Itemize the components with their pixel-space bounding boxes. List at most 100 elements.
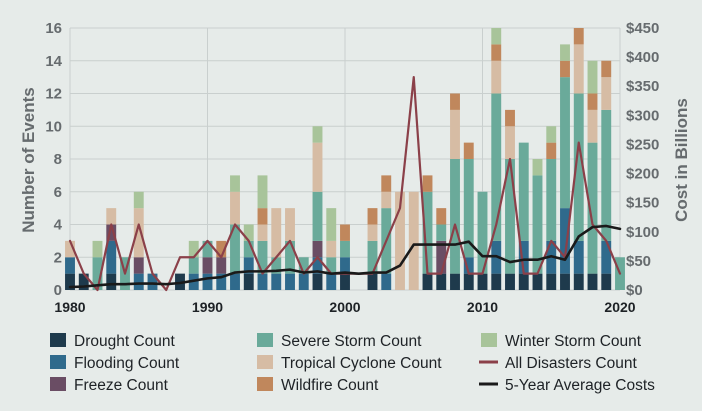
legend-label-drought-count: Drought Count: [74, 333, 176, 350]
bar-flooding-count: [518, 240, 529, 274]
bar-wildfire-count: [422, 175, 433, 192]
bar-winter-storm-count: [188, 240, 199, 258]
bar-severe-storm-count: [298, 257, 309, 274]
legend-label-5-year-average-costs: 5-Year Average Costs: [505, 377, 655, 394]
bar-severe-storm-count: [202, 240, 213, 258]
bar-flooding-count: [243, 257, 254, 274]
bar-severe-storm-count: [257, 240, 268, 274]
y-left-tick-label: 2: [54, 249, 62, 266]
bar-severe-storm-count: [477, 191, 488, 274]
bar-tropical-cyclone-count: [65, 240, 75, 258]
y-left-tick-label: 16: [45, 20, 62, 37]
bar-flooding-count: [298, 273, 309, 291]
bar-tropical-cyclone-count: [312, 142, 323, 192]
bar-severe-storm-count: [546, 159, 557, 241]
bar-flooding-count: [312, 257, 323, 274]
bar-wildfire-count: [216, 240, 227, 258]
x-tick-label: 2000: [329, 299, 360, 315]
bar-wildfire-count: [381, 175, 392, 192]
bar-flooding-count: [601, 240, 612, 274]
line-5-year-average-costs: [68, 224, 622, 289]
bar-wildfire-count: [546, 142, 557, 160]
bar-wildfire-count: [601, 60, 612, 78]
bar-severe-storm-count: [587, 142, 598, 274]
y-right-tick-label: $400: [626, 49, 659, 66]
bar-drought-count: [532, 273, 543, 291]
bar-tropical-cyclone-count: [408, 191, 419, 290]
legend-label-flooding-count: Flooding Count: [74, 355, 180, 372]
bar-winter-storm-count: [243, 224, 254, 241]
bar-wildfire-count: [573, 28, 584, 45]
bar-tropical-cyclone-count: [326, 240, 337, 258]
bar-drought-count: [422, 273, 433, 291]
bar-severe-storm-count: [436, 224, 447, 241]
bar-severe-storm-count: [601, 109, 612, 241]
bar-severe-storm-count: [422, 191, 433, 274]
bar-severe-storm-count: [367, 240, 378, 274]
bar-drought-count: [106, 273, 117, 291]
bar-severe-storm-count: [340, 240, 350, 258]
legend-label-tropical-cyclone-count: Tropical Cyclone Count: [281, 355, 442, 372]
bar-drought-count: [560, 273, 570, 291]
legend-swatch-flooding-count: [50, 355, 66, 369]
y-left-tick-label: 0: [54, 282, 62, 299]
bar-tropical-cyclone-count: [450, 109, 460, 160]
bar-tropical-cyclone-count: [285, 208, 295, 241]
bar-severe-storm-count: [243, 240, 254, 258]
bar-severe-storm-count: [560, 77, 570, 209]
x-tick-label: 2010: [467, 299, 498, 315]
bar-severe-storm-count: [505, 159, 515, 274]
bar-wildfire-count: [491, 44, 502, 61]
legend-swatch-severe-storm-count: [257, 333, 273, 347]
bar-tropical-cyclone-count: [257, 224, 268, 241]
bar-severe-storm-count: [573, 93, 584, 241]
bar-tropical-cyclone-count: [587, 109, 598, 143]
x-tick-label: 1980: [54, 299, 85, 315]
bar-winter-storm-count: [92, 240, 103, 258]
y-left-tick-label: 12: [45, 86, 62, 103]
bar-drought-count: [367, 273, 378, 291]
bar-severe-storm-count: [271, 257, 282, 274]
bar-tropical-cyclone-count: [395, 191, 405, 290]
y-right-tick-label: $450: [626, 20, 659, 37]
bar-winter-storm-count: [546, 126, 557, 143]
bar-winter-storm-count: [230, 175, 240, 192]
bar-flooding-count: [340, 257, 350, 274]
bar-severe-storm-count: [312, 191, 323, 241]
legend-swatch-winter-storm-count: [481, 333, 497, 347]
bar-winter-storm-count: [257, 175, 268, 209]
bar-flooding-count: [216, 273, 227, 291]
bar-tropical-cyclone-count: [106, 208, 117, 225]
bar-severe-storm-count: [463, 159, 474, 258]
bar-drought-count: [436, 273, 447, 291]
bar-freeze-count: [312, 240, 323, 258]
x-tick-label: 2020: [604, 299, 635, 315]
bar-tropical-cyclone-count: [573, 44, 584, 94]
bar-wildfire-count: [587, 93, 598, 110]
bar-flooding-count: [285, 273, 295, 291]
bar-freeze-count: [216, 257, 227, 274]
legend-swatch-tropical-cyclone-count: [257, 355, 273, 369]
bar-freeze-count: [133, 257, 144, 274]
bar-flooding-count: [381, 273, 392, 291]
bar-wildfire-count: [257, 208, 268, 225]
legend-label-wildfire-count: Wildfire Count: [281, 377, 379, 394]
bar-tropical-cyclone-count: [381, 191, 392, 209]
y-right-tick-label: $50: [626, 253, 651, 270]
bar-drought-count: [477, 273, 488, 291]
bar-severe-storm-count: [532, 175, 543, 274]
bar-drought-count: [573, 273, 584, 291]
bar-flooding-count: [147, 273, 158, 291]
bar-flooding-count: [560, 208, 570, 274]
bar-wildfire-count: [436, 208, 447, 225]
y-right-tick-label: $200: [626, 166, 659, 183]
bar-drought-count: [65, 273, 75, 291]
y-axis-right-title: Cost in Billions: [672, 98, 691, 222]
bar-flooding-count: [573, 240, 584, 274]
bar-wildfire-count: [367, 208, 378, 225]
bar-drought-count: [78, 273, 89, 291]
bar-severe-storm-count: [518, 142, 529, 241]
bar-wildfire-count: [505, 109, 515, 127]
y-right-tick-label: $150: [626, 195, 659, 212]
